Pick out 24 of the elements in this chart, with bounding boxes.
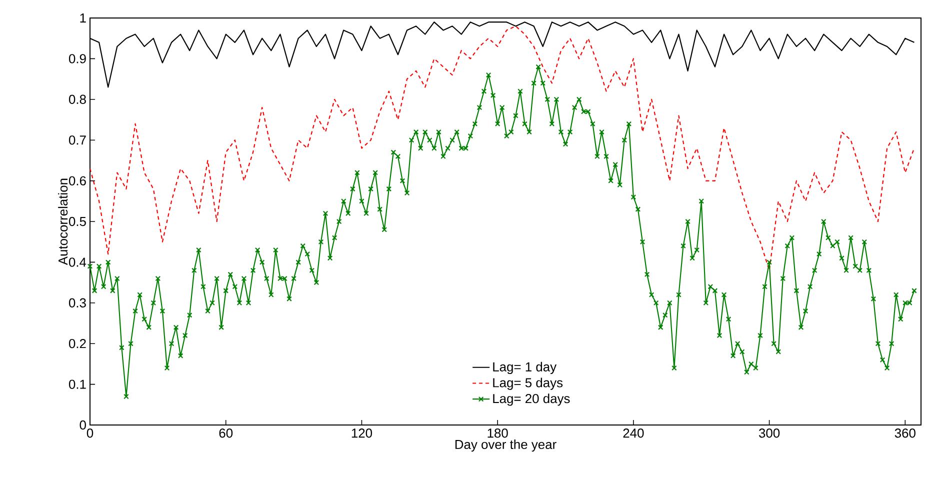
y-tick-label: 0.2: [68, 339, 86, 348]
y-tick-label: 1: [80, 14, 86, 22]
x-axis-title: Day over the year: [455, 440, 556, 452]
y-tick-label: 0: [80, 420, 86, 430]
legend-label: Lag= 20 days: [493, 394, 570, 406]
y-tick-label: 0.7: [68, 136, 86, 145]
x-tick-label: 60: [219, 428, 233, 438]
x-tick-label: 300: [758, 428, 780, 438]
y-tick-label: 0.3: [68, 298, 86, 308]
y-axis-title: Autocorrelation: [58, 178, 68, 266]
legend-label: Lag= 1 day: [493, 362, 557, 374]
x-tick-label: 0: [86, 428, 94, 438]
x-tick-label: 120: [352, 428, 372, 438]
x-tick-label: 240: [623, 428, 644, 438]
x-tick-label: 180: [488, 428, 508, 438]
y-tick-label: 0.4: [68, 258, 86, 267]
y-tick-label: 0.8: [68, 94, 86, 104]
y-tick-label: 0.5: [68, 216, 86, 226]
line-series: [90, 26, 915, 271]
x-tick-label: 360: [894, 428, 916, 438]
y-tick-label: 0.1: [68, 380, 86, 389]
y-tick-label: 0.9: [68, 54, 86, 64]
legend-label: Lag= 5 days: [493, 378, 563, 390]
y-tick-label: 0.6: [68, 176, 86, 186]
